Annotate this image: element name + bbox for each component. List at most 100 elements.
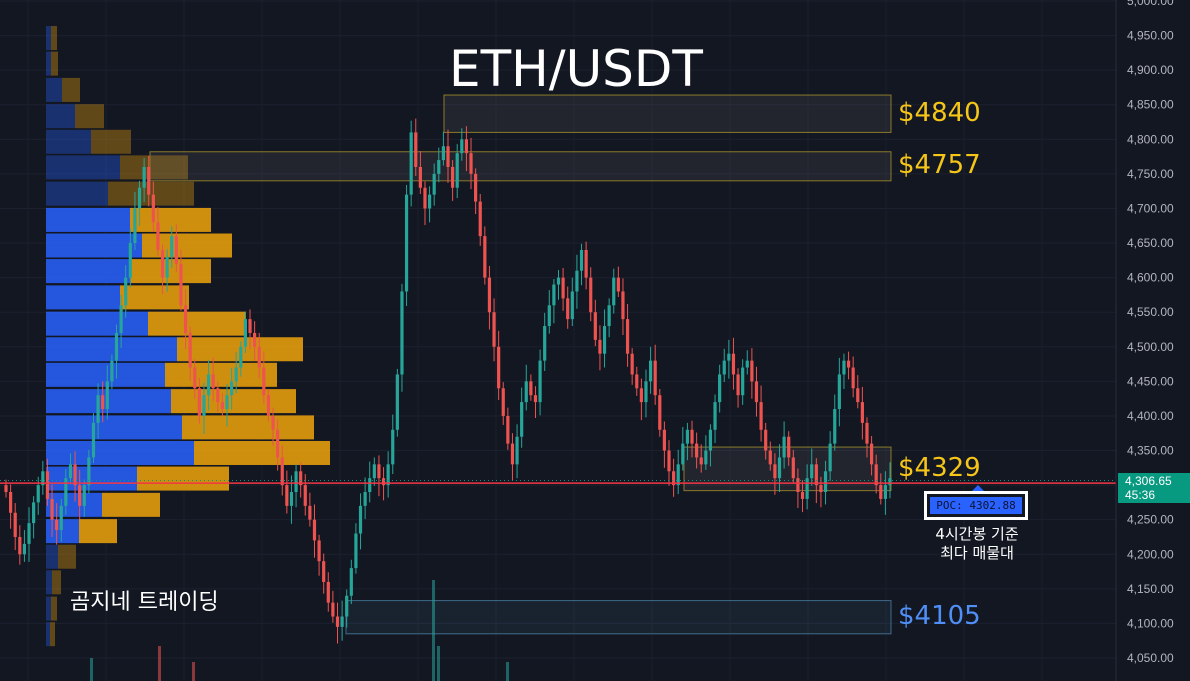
candle-body <box>520 402 524 437</box>
candle-body <box>82 485 86 506</box>
candle-body <box>787 436 791 458</box>
candle-body <box>644 381 648 403</box>
candle-body <box>299 471 303 486</box>
candle-countdown: 45:36 <box>1125 488 1156 502</box>
candle <box>768 441 772 471</box>
candle <box>653 344 657 405</box>
candle-body <box>404 194 409 292</box>
candle <box>363 477 367 519</box>
candle <box>285 470 289 514</box>
candle <box>810 448 814 486</box>
candle-body <box>658 395 662 430</box>
candle-body <box>73 464 77 486</box>
candle <box>474 168 478 215</box>
candle <box>533 386 538 419</box>
candle-body <box>593 312 597 340</box>
candle-body <box>552 284 556 306</box>
y-tick-label: 4,350.00 <box>1127 444 1174 458</box>
candle <box>414 118 418 176</box>
candle <box>110 354 114 389</box>
candle-body <box>805 478 809 499</box>
candle-body <box>874 464 878 486</box>
candle <box>137 180 142 226</box>
candle <box>312 504 317 558</box>
candle-body <box>690 429 694 444</box>
profile-buy-bar <box>46 129 91 154</box>
candle-body <box>842 360 846 375</box>
profile-sell-bar <box>51 596 57 621</box>
candle <box>874 454 878 494</box>
candle-body <box>823 471 828 493</box>
candle-body <box>243 319 248 347</box>
candle <box>9 484 13 529</box>
poc-marker <box>972 485 984 491</box>
candle-body <box>230 381 234 396</box>
volume-bar <box>437 646 440 681</box>
candle-body <box>648 360 653 382</box>
profile-buy-bar <box>46 440 194 465</box>
volume-bar <box>432 580 435 681</box>
candle-body <box>18 536 22 555</box>
candle-body <box>13 512 17 537</box>
candle-body <box>625 319 630 354</box>
candle <box>879 473 883 505</box>
candle <box>280 444 284 496</box>
candle-body <box>602 326 607 354</box>
candle-body <box>427 194 432 209</box>
candle <box>124 265 128 318</box>
profile-sell-bar <box>58 544 76 569</box>
candle <box>602 309 607 368</box>
candle-body <box>87 457 91 486</box>
profile-sell-bar <box>52 570 61 595</box>
candle <box>570 277 574 327</box>
candle <box>142 157 146 203</box>
candle <box>78 469 82 520</box>
candle-body <box>584 249 588 278</box>
candle-body <box>846 360 851 368</box>
candle-body <box>579 249 584 271</box>
candle <box>736 368 740 408</box>
candle <box>869 436 874 476</box>
profile-buy-bar <box>46 51 51 76</box>
candle-body <box>455 153 459 188</box>
candle <box>851 356 855 398</box>
price-axis[interactable]: 5,000.00 4,950.00 4,900.00 4,850.00 4,800.00… <box>1115 0 1174 681</box>
candle-body <box>253 332 257 347</box>
candle <box>230 368 234 410</box>
profile-buy-bar <box>46 544 58 569</box>
candle <box>662 421 666 468</box>
profile-sell-bar <box>120 155 188 180</box>
candle <box>400 283 404 392</box>
level-label-4105: $4105 <box>898 601 981 632</box>
profile-sell-bar <box>62 77 80 102</box>
candle-body <box>529 381 533 396</box>
candle <box>45 458 50 506</box>
candle <box>648 346 653 394</box>
y-tick-label: 4,500.00 <box>1127 340 1174 354</box>
candle-body <box>676 464 680 486</box>
candle-body <box>653 360 657 396</box>
candle <box>579 243 584 286</box>
candle-body <box>55 519 59 531</box>
candle <box>566 286 570 329</box>
candle-body <box>160 249 165 278</box>
last-price-tag[interactable]: 4,306.65 45:36 <box>1118 473 1190 503</box>
profile-sell-bar <box>51 51 58 76</box>
profile-sell-bar <box>91 129 131 154</box>
candle <box>427 186 432 223</box>
candle-body <box>225 395 229 410</box>
candle <box>322 553 326 594</box>
candle-body <box>354 533 358 569</box>
candle <box>833 394 837 451</box>
candle-body <box>294 471 298 493</box>
candle <box>101 381 105 423</box>
candle-body <box>510 443 515 465</box>
candle <box>455 144 459 199</box>
candle <box>119 294 123 349</box>
candle <box>593 299 597 347</box>
candle <box>441 131 445 166</box>
candle-body <box>368 478 372 493</box>
candle <box>796 468 800 508</box>
candle-body <box>414 132 418 167</box>
